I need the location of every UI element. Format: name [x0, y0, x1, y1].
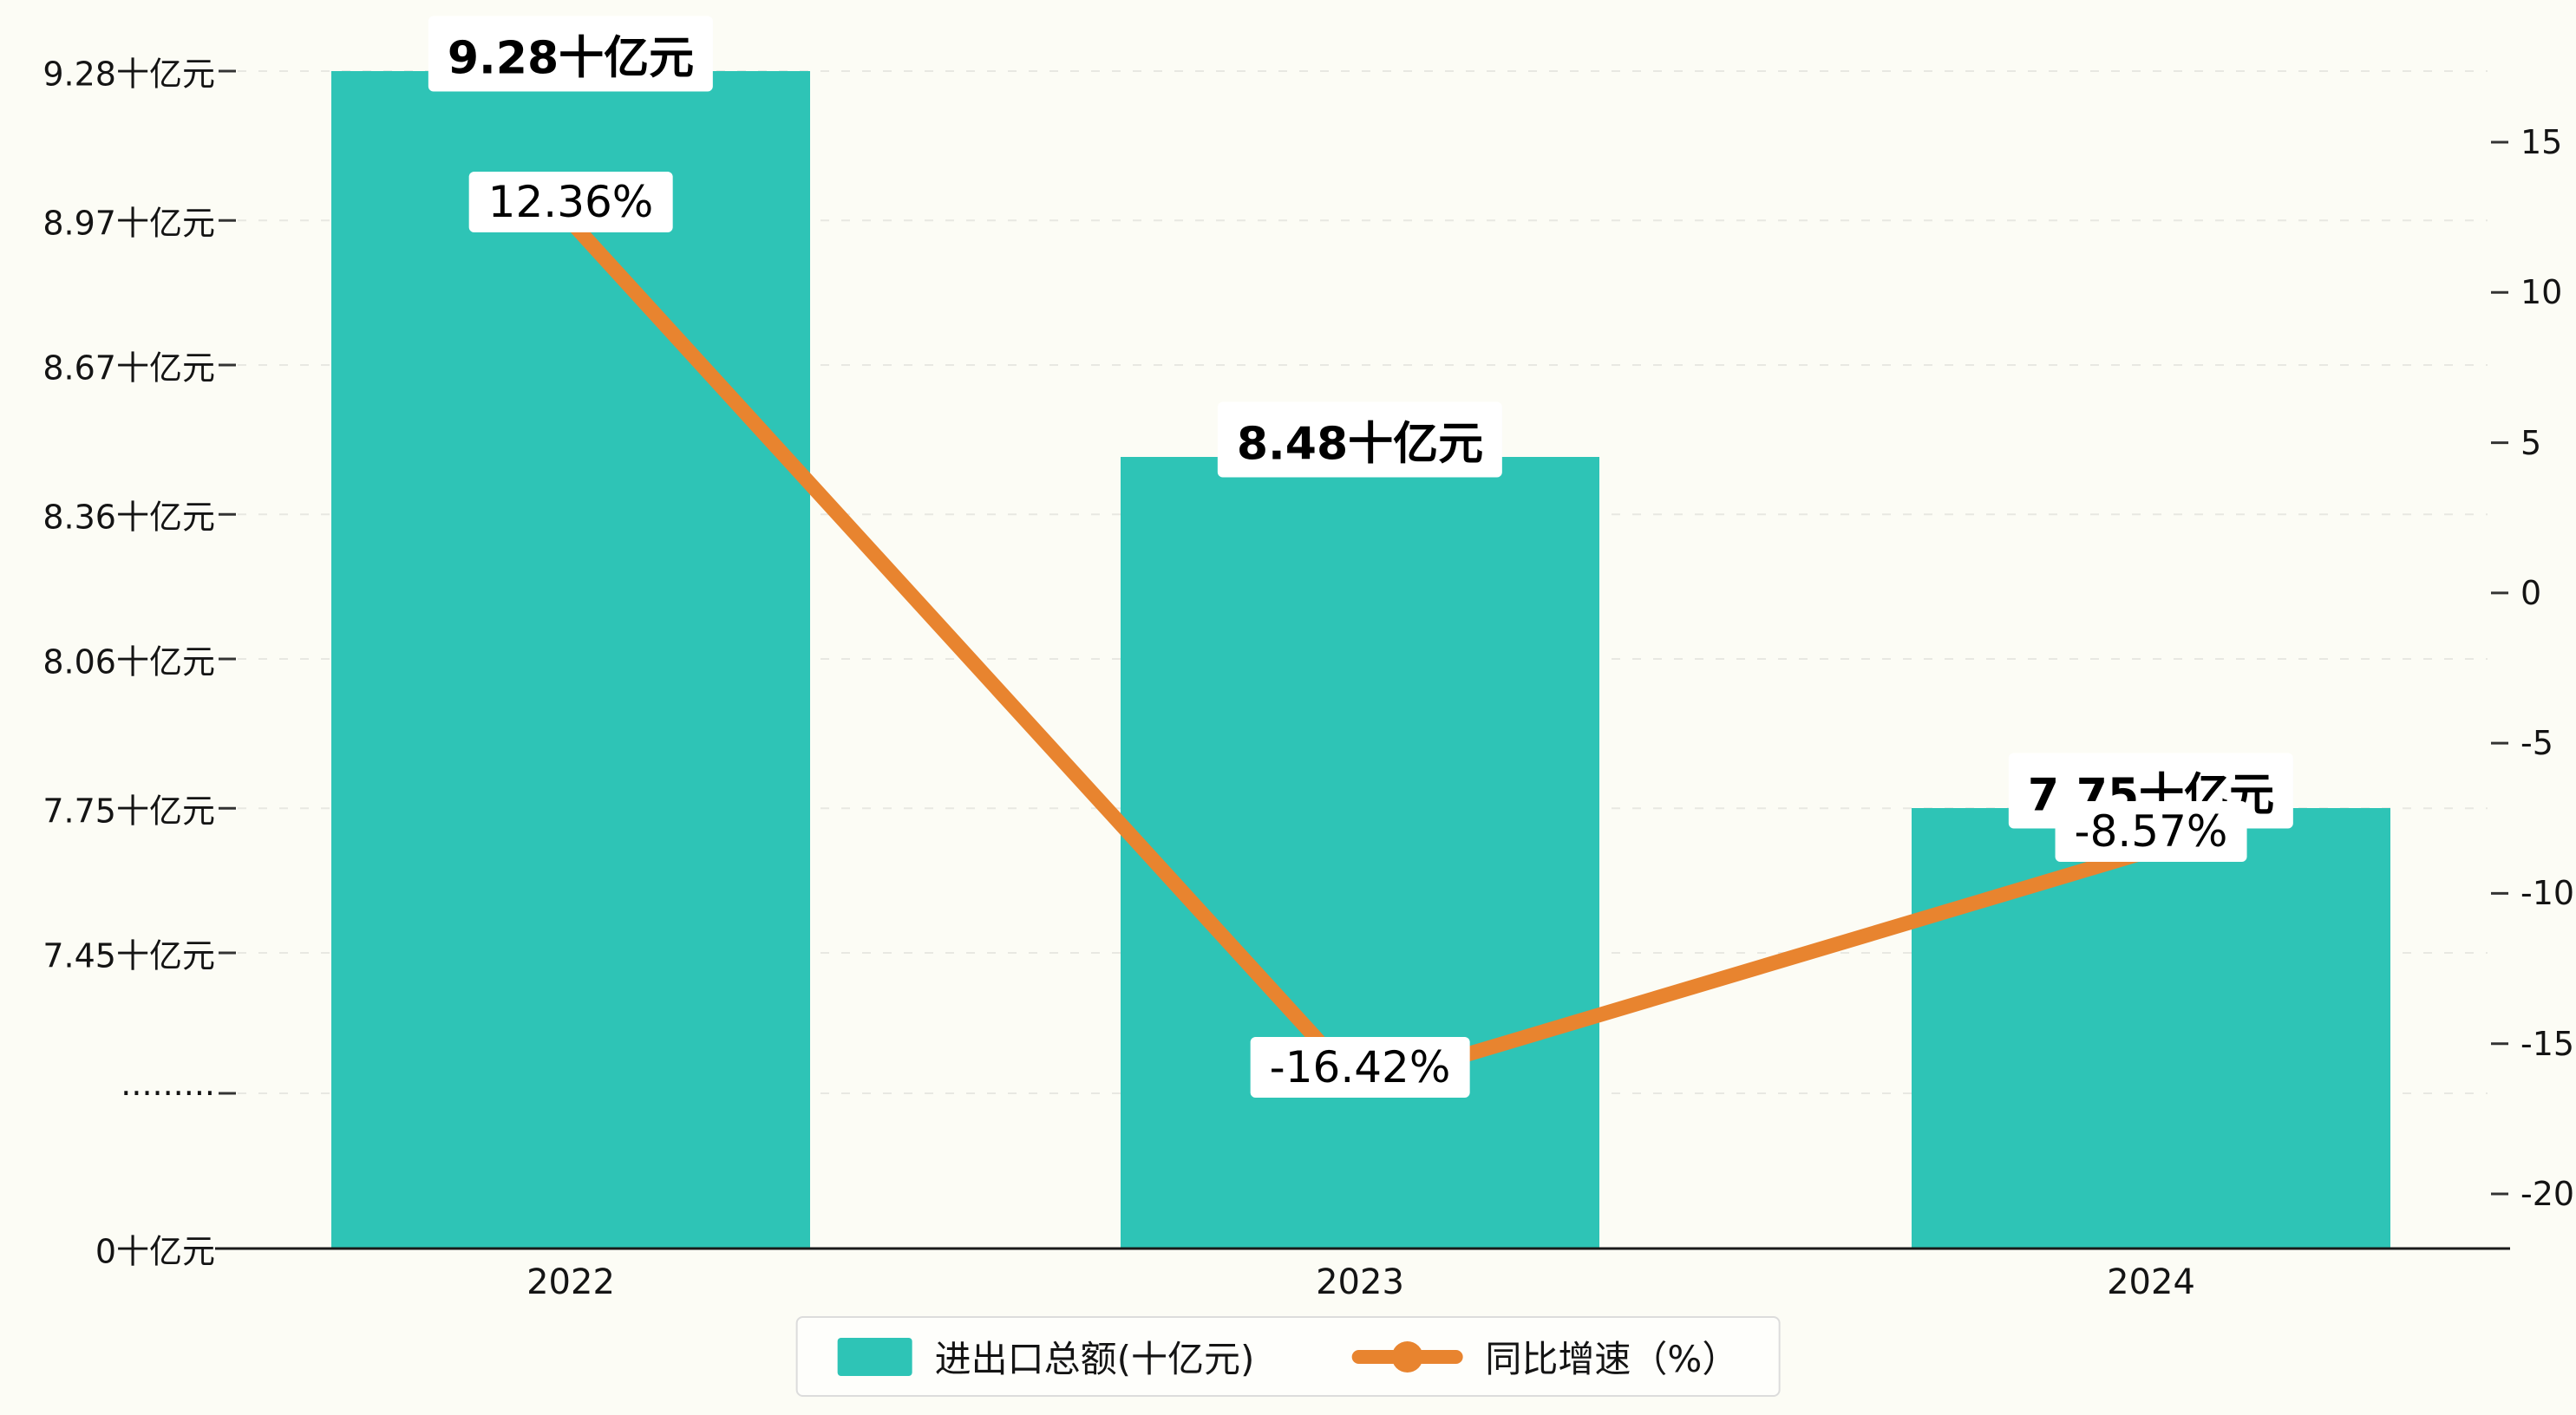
legend-line-dot-icon — [1391, 1340, 1423, 1373]
line-value-label: -16.42% — [1250, 1036, 1470, 1098]
bar-2022 — [331, 71, 810, 1249]
legend-line-marker[interactable] — [1351, 1340, 1463, 1373]
left-axis-tick-label: 8.97十亿元 — [42, 204, 215, 243]
legend-line-label[interactable]: 同比增速（%） — [1485, 1338, 1739, 1380]
left-axis-tick-label: ········· — [121, 1074, 215, 1112]
bar-2023 — [1121, 456, 1599, 1249]
bar-value-label: 8.48十亿元 — [1217, 401, 1503, 478]
x-axis-label: 2022 — [526, 1262, 615, 1302]
bar-2024 — [1912, 808, 2390, 1249]
left-axis-tick-label: 8.06十亿元 — [42, 642, 215, 681]
line-value-label: -8.57% — [2055, 800, 2247, 862]
left-axis-tick-label: 0十亿元 — [95, 1232, 215, 1271]
right-axis-tick-label: -5 — [2520, 724, 2553, 763]
bar-value-label: 9.28十亿元 — [428, 16, 714, 92]
x-axis-label: 2023 — [1316, 1262, 1404, 1302]
legend: 进出口总额(十亿元) 同比增速（%） — [795, 1316, 1781, 1397]
left-axis-tick-label: 9.28十亿元 — [42, 55, 215, 94]
legend-bar-swatch[interactable] — [837, 1337, 912, 1376]
legend-bar-label[interactable]: 进出口总额(十亿元) — [934, 1338, 1255, 1380]
left-axis-tick-label: 7.75十亿元 — [42, 792, 215, 831]
right-axis-tick-label: 5 — [2520, 423, 2542, 462]
right-axis-tick-label: 10 — [2520, 273, 2563, 312]
right-axis-tick-label: -20 — [2520, 1174, 2575, 1213]
left-axis-tick-label: 8.36十亿元 — [42, 498, 215, 537]
right-axis-tick-label: -10 — [2520, 874, 2575, 913]
left-axis-tick-label: 8.67十亿元 — [42, 349, 215, 388]
right-axis-tick-label: 0 — [2520, 573, 2542, 612]
x-axis-label: 2024 — [2107, 1262, 2195, 1302]
left-axis-tick-label: 7.45十亿元 — [42, 936, 215, 975]
right-axis-tick-label: 15 — [2520, 123, 2563, 161]
right-axis-tick-label: -15 — [2520, 1024, 2575, 1063]
line-value-label: 12.36% — [468, 172, 673, 233]
